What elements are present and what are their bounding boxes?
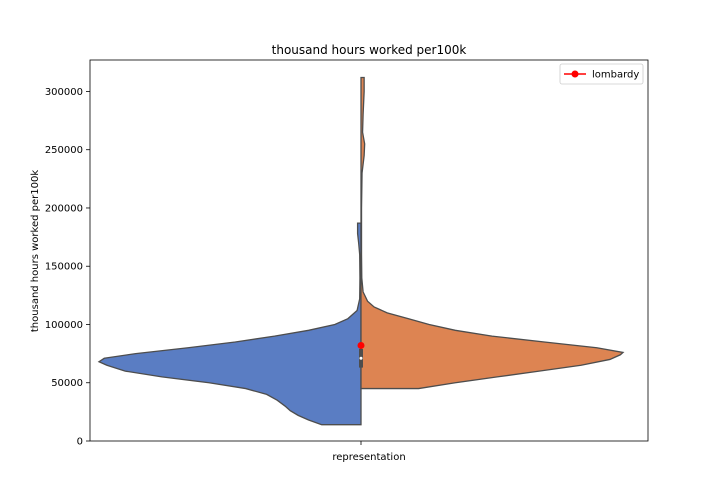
- legend-label: lombardy: [592, 70, 639, 81]
- y-tick-label: 300000: [45, 87, 83, 98]
- y-tick-label: 250000: [45, 145, 83, 156]
- y-tick-label: 100000: [45, 320, 83, 331]
- x-axis-label: representation: [332, 452, 405, 463]
- violin-half-left: [97, 222, 362, 426]
- y-tick-label: 50000: [51, 378, 83, 389]
- chart-title: thousand hours worked per100k: [272, 43, 467, 57]
- lombardy-point: [357, 341, 365, 349]
- plot-area: [89, 59, 649, 442]
- plot-frame: [89, 59, 649, 442]
- y-axis: 0 50000 100000 150000 200000 250000 300000: [45, 87, 90, 448]
- y-tick-label: 0: [77, 437, 83, 448]
- y-tick-label: 150000: [45, 262, 83, 273]
- y-axis-label: thousand hours worked per100k: [30, 170, 41, 332]
- y-tick-label: 200000: [45, 203, 83, 214]
- median-marker: [359, 356, 363, 360]
- legend-box: [559, 63, 644, 85]
- violin-half-right: [360, 76, 625, 390]
- legend: lombardy: [559, 63, 644, 85]
- legend-marker: [571, 70, 579, 78]
